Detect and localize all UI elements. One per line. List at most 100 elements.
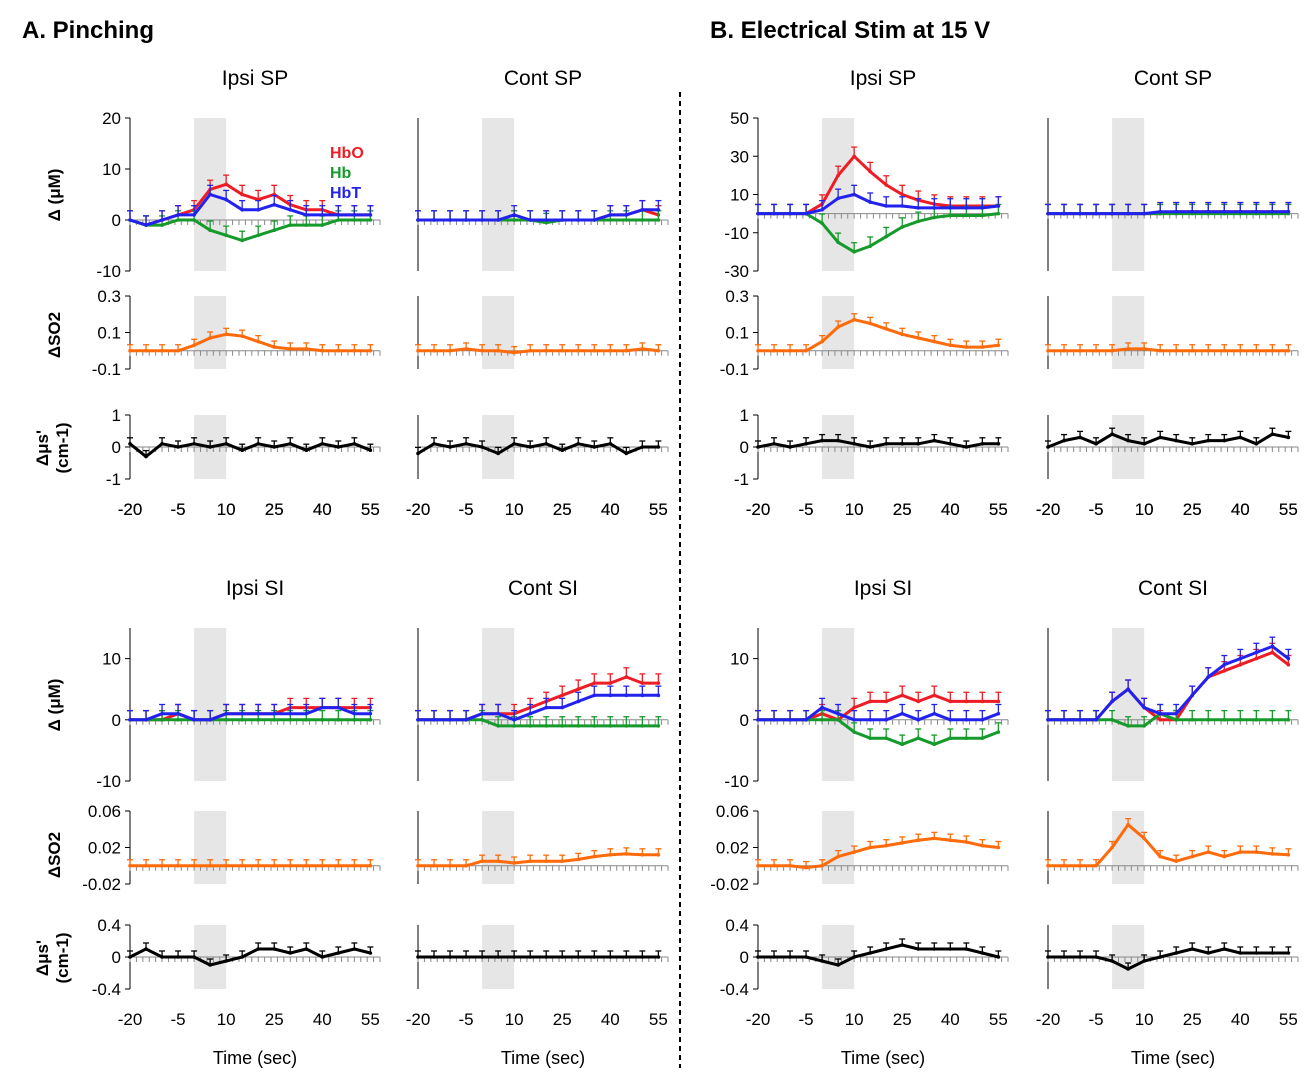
panel-title: Cont SP — [1134, 67, 1212, 90]
data-point — [528, 955, 532, 959]
x-tick-label: 55 — [649, 1010, 668, 1029]
x-tick-label: -5 — [459, 500, 474, 519]
data-point — [144, 454, 148, 459]
data-point — [772, 863, 776, 868]
x-tick-label: -20 — [746, 500, 771, 519]
series-line-ΔSO2 — [418, 852, 659, 868]
data-point — [608, 218, 613, 222]
data-point — [256, 863, 261, 868]
data-point — [576, 687, 581, 691]
y-tick-label: -10 — [724, 772, 749, 791]
data-point — [224, 332, 228, 337]
x-tick-label: 40 — [1231, 1010, 1250, 1029]
x-tick-label: 40 — [601, 500, 620, 519]
data-point — [996, 343, 1001, 348]
y-label-so2: ΔSO2 — [45, 312, 64, 358]
stim-window — [1112, 296, 1145, 369]
data-point — [608, 724, 613, 728]
panel-ipsi-si-delta: 10 0 -10 Ipsi SI — [96, 577, 381, 791]
data-point — [900, 841, 905, 845]
data-point — [772, 348, 776, 353]
data-point — [1286, 209, 1291, 214]
data-point — [1222, 438, 1227, 443]
data-point — [1046, 718, 1050, 722]
data-point — [592, 218, 597, 222]
data-point — [176, 711, 180, 716]
data-point — [916, 838, 921, 842]
data-point — [820, 438, 824, 443]
data-point — [512, 218, 516, 222]
series-line-Hb — [758, 212, 999, 254]
data-point — [1286, 656, 1291, 661]
x-tick-label: -5 — [799, 500, 814, 519]
data-point — [256, 442, 261, 446]
data-point — [624, 218, 629, 222]
data-point — [288, 718, 293, 722]
data-point — [916, 718, 921, 722]
data-point — [464, 442, 468, 446]
data-point — [352, 863, 357, 868]
y-tick-label: -0.4 — [92, 980, 121, 999]
data-point — [128, 348, 132, 353]
data-point — [932, 215, 937, 220]
data-point — [208, 336, 212, 340]
data-point — [1254, 650, 1259, 655]
data-point — [304, 347, 309, 351]
data-point — [544, 955, 549, 959]
data-point — [1286, 348, 1291, 353]
data-point — [624, 213, 629, 217]
data-point — [240, 334, 244, 338]
y-tick-label: 10 — [730, 186, 749, 205]
data-point — [336, 951, 341, 955]
data-point — [900, 204, 905, 208]
data-point — [1270, 650, 1275, 655]
data-point — [272, 228, 277, 232]
data-point — [192, 213, 196, 217]
data-point — [560, 705, 565, 710]
data-point — [996, 204, 1001, 208]
data-point — [512, 718, 516, 722]
data-point — [996, 211, 1001, 216]
data-point — [656, 208, 661, 212]
data-point — [224, 442, 228, 446]
data-point — [1270, 644, 1275, 649]
data-point — [1254, 209, 1259, 214]
data-point — [592, 955, 597, 959]
data-point — [868, 445, 872, 449]
stim-window — [1112, 118, 1145, 271]
data-point — [640, 853, 645, 857]
data-point — [916, 219, 921, 224]
data-point — [288, 951, 293, 955]
x-axis-label: Time (sec) — [501, 1048, 585, 1068]
data-point — [176, 348, 180, 353]
data-point — [1158, 435, 1162, 440]
data-point — [272, 711, 277, 716]
x-tick-label: 25 — [1183, 1010, 1202, 1029]
y-label-line: (cm-1) — [53, 932, 72, 983]
panel-ipsi-sp-mus: 10-1-20 -5 10 25 40 55 — [734, 406, 1009, 519]
data-point — [980, 843, 985, 848]
data-point — [176, 863, 180, 868]
data-point — [868, 200, 872, 204]
data-point — [1190, 854, 1195, 859]
data-point — [592, 681, 597, 685]
data-point — [336, 705, 341, 710]
data-point — [544, 859, 549, 863]
data-point — [1062, 438, 1066, 443]
data-point — [304, 947, 309, 951]
x-tick-label: 25 — [1183, 500, 1202, 519]
series-line-HbT — [758, 706, 999, 722]
data-point — [592, 348, 597, 353]
data-point — [1158, 711, 1162, 716]
legend: HbO Hb HbT — [330, 145, 364, 202]
y-tick-label: -10 — [96, 262, 121, 281]
data-point — [1238, 348, 1243, 353]
data-point — [416, 718, 420, 722]
x-tick-label: 10 — [217, 500, 236, 519]
data-point — [772, 718, 776, 722]
data-point — [336, 348, 341, 353]
data-point — [1238, 656, 1243, 661]
data-point — [820, 208, 824, 212]
y-label-line: Δμs' — [33, 940, 52, 976]
data-point — [788, 348, 792, 353]
